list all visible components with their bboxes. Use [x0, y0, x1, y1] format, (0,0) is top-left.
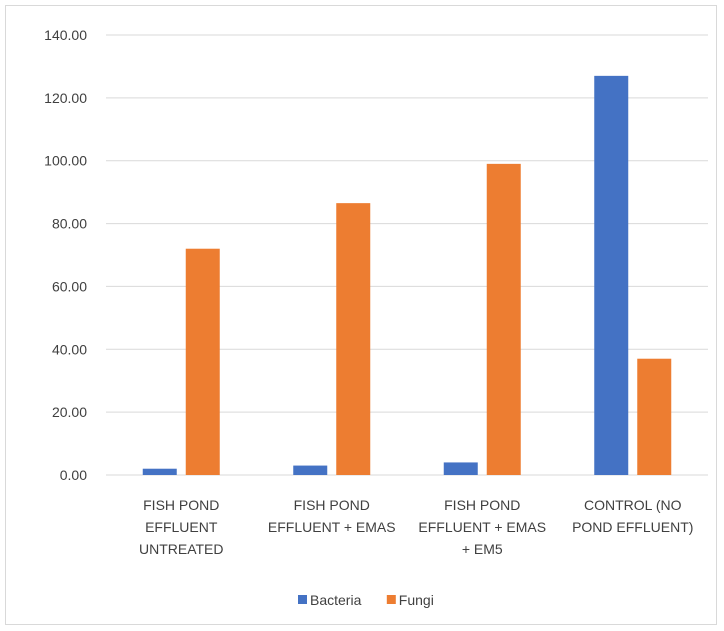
y-tick-label: 20.00 — [52, 404, 87, 420]
x-category-label: EFFLUENT + EMAS — [268, 519, 396, 535]
bar-fungi-3 — [637, 358, 672, 475]
x-category-label: FISH POND — [294, 497, 370, 513]
x-category-label: UNTREATED — [139, 541, 224, 557]
y-tick-label: 60.00 — [52, 278, 87, 294]
bar-bacteria-1 — [293, 465, 328, 475]
x-category-label: FISH POND — [143, 497, 219, 513]
bar-bacteria-3 — [594, 75, 629, 475]
bar-fungi-2 — [486, 163, 521, 475]
bar-bacteria-0 — [142, 468, 177, 475]
x-category-label: EFFLUENT + EMAS — [418, 519, 546, 535]
y-tick-label: 40.00 — [52, 341, 87, 357]
y-tick-label: 120.00 — [44, 90, 87, 106]
y-tick-label: 140.00 — [44, 27, 87, 43]
y-tick-label: 80.00 — [52, 216, 87, 232]
legend-label-fungi: Fungi — [399, 592, 434, 608]
x-category-label: EFFLUENT — [145, 519, 218, 535]
bar-bacteria-2 — [443, 462, 478, 475]
legend-swatch-bacteria — [298, 595, 307, 604]
y-tick-label: 0.00 — [60, 467, 87, 483]
bar-fungi-1 — [336, 203, 371, 475]
x-category-label: POND EFFLUENT) — [572, 519, 693, 535]
bar-fungi-0 — [185, 248, 220, 475]
legend-label-bacteria: Bacteria — [310, 592, 362, 608]
legend-swatch-fungi — [386, 595, 396, 604]
x-category-label: FISH POND — [444, 497, 520, 513]
y-tick-label: 100.00 — [44, 153, 87, 169]
x-category-label: + EM5 — [462, 541, 503, 557]
x-category-label: CONTROL (NO — [584, 497, 682, 513]
